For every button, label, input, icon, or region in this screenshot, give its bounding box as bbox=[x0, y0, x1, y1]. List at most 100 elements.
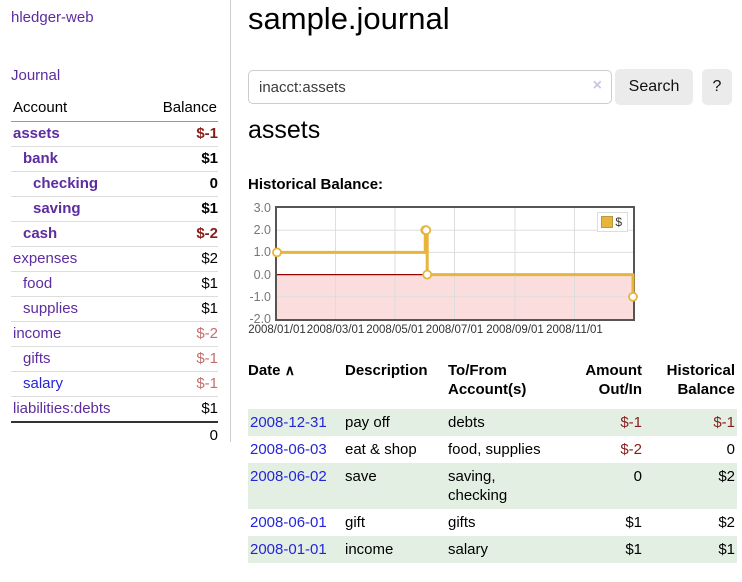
account-link[interactable]: cash bbox=[23, 225, 58, 242]
transaction-amount: $1 bbox=[558, 536, 642, 563]
account-row: gifts $-1 bbox=[11, 346, 218, 372]
transaction-accounts: salary bbox=[448, 536, 558, 563]
account-balance: $1 bbox=[142, 296, 218, 322]
account-row: checking 0 bbox=[11, 171, 218, 197]
register-row: 2008-01-01 income salary $1 $1 bbox=[248, 536, 737, 563]
transaction-balance: $2 bbox=[718, 514, 735, 531]
search-button[interactable]: Search bbox=[615, 69, 693, 105]
x-axis-tick-label: 2008/07/01 bbox=[425, 324, 484, 336]
sort-ascending-icon: ∧ bbox=[284, 362, 295, 378]
transaction-accounts: saving, checking bbox=[448, 463, 558, 509]
transaction-date-link[interactable]: 2008-06-02 bbox=[250, 468, 327, 485]
y-axis-tick-label: -2.0 bbox=[249, 312, 271, 326]
search-help-button[interactable]: ? bbox=[702, 69, 732, 105]
account-link[interactable]: salary bbox=[23, 375, 64, 392]
x-axis-tick-label: 2008/01/01 bbox=[248, 324, 306, 336]
account-row: food $1 bbox=[11, 271, 218, 297]
transaction-accounts: debts bbox=[448, 409, 558, 436]
y-axis-tick-label: 0.0 bbox=[253, 267, 271, 282]
accounts-col-account: Account bbox=[11, 97, 143, 122]
search-bar: × Search ? bbox=[248, 69, 742, 105]
y-axis-tick-label: -1.0 bbox=[249, 289, 271, 304]
historical-balance-chart: 3.0 2.0 1.0 0.0 -1.0 -2.0 $ 2008/01/01 2008/03… bbox=[248, 201, 688, 341]
transaction-date-link[interactable]: 2008-06-03 bbox=[250, 441, 327, 458]
account-link[interactable]: supplies bbox=[23, 300, 79, 317]
legend-swatch-icon bbox=[601, 216, 614, 228]
account-link[interactable]: bank bbox=[23, 150, 59, 167]
account-row: bank $1 bbox=[11, 146, 218, 172]
register-row: 2008-06-02 save saving, checking 0 $2 bbox=[248, 463, 737, 509]
transaction-amount: 0 bbox=[558, 463, 642, 509]
register-row: 2008-06-03 eat & shop food, supplies $-2 0 bbox=[248, 436, 737, 463]
search-input[interactable] bbox=[248, 70, 612, 104]
x-axis-tick-label: 2008/11/01 bbox=[546, 324, 603, 336]
sidebar-item-journal[interactable]: Journal bbox=[11, 67, 61, 84]
account-link[interactable]: saving bbox=[33, 200, 81, 217]
transaction-accounts: gifts bbox=[448, 514, 476, 531]
clear-search-icon[interactable]: × bbox=[592, 77, 602, 94]
account-heading: assets bbox=[248, 116, 321, 144]
main-content: sample.journal × Search ? assets Histori… bbox=[248, 0, 742, 582]
x-axis-tick-label: 2008/05/01 bbox=[366, 324, 424, 336]
register-col-balance: Historical Balance bbox=[666, 362, 735, 398]
register-col-description: Description bbox=[345, 362, 428, 379]
account-balance: $-1 bbox=[142, 371, 218, 397]
account-row: assets $-1 bbox=[11, 122, 218, 147]
account-balance: 0 bbox=[142, 171, 218, 197]
sidebar: hledger-web Journal Account Balance asse… bbox=[0, 0, 231, 448]
accounts-header-row: Account Balance bbox=[11, 97, 218, 122]
accounts-col-balance: Balance bbox=[142, 97, 218, 122]
accounts-table: Account Balance assets $-1 bank $1 checking 0… bbox=[11, 97, 218, 448]
chart-x-axis: 2008/01/01 2008/03/01 2008/05/01 2008/07/01… bbox=[248, 324, 688, 338]
account-link[interactable]: expenses bbox=[13, 250, 78, 267]
transaction-date-link[interactable]: 2008-12-31 bbox=[250, 414, 327, 431]
app-title-link[interactable]: hledger-web bbox=[11, 9, 94, 26]
transaction-description: income bbox=[345, 536, 448, 563]
account-balance: $1 bbox=[142, 396, 218, 422]
account-link[interactable]: liabilities:debts bbox=[13, 400, 111, 417]
transaction-amount: $-2 bbox=[620, 441, 642, 458]
account-row: cash $-2 bbox=[11, 221, 218, 247]
y-axis-tick-label: 3.0 bbox=[253, 201, 271, 215]
register-row: 2008-06-01 gift gifts $1 $2 bbox=[248, 509, 737, 536]
transaction-description: save bbox=[345, 463, 448, 509]
chart-y-axis: 3.0 2.0 1.0 0.0 -1.0 -2.0 bbox=[248, 201, 271, 331]
transaction-description: pay off bbox=[345, 409, 448, 436]
search-input-wrap: × bbox=[248, 70, 612, 104]
account-balance: $1 bbox=[142, 146, 218, 172]
account-balance: $-1 bbox=[196, 125, 218, 142]
accounts-total-spacer bbox=[11, 421, 143, 448]
y-axis-tick-label: 1.0 bbox=[253, 245, 271, 260]
transaction-amount: $1 bbox=[625, 514, 642, 531]
transaction-date-link[interactable]: 2008-06-01 bbox=[250, 514, 327, 531]
page-title: sample.journal bbox=[248, 1, 450, 36]
transaction-date-link[interactable]: 2008-01-01 bbox=[250, 541, 327, 558]
account-row: expenses $2 bbox=[11, 246, 218, 272]
account-row: supplies $1 bbox=[11, 296, 218, 322]
x-axis-tick-label: 2008/09/01 bbox=[486, 324, 544, 336]
account-link[interactable]: gifts bbox=[23, 350, 51, 367]
account-link[interactable]: checking bbox=[33, 175, 99, 192]
historical-balance-label: Historical Balance: bbox=[248, 176, 384, 193]
transaction-description: gift bbox=[345, 514, 366, 531]
balance-chart-svg bbox=[272, 208, 638, 319]
account-link[interactable]: food bbox=[23, 275, 53, 292]
x-axis-tick-label: 2008/03/01 bbox=[306, 324, 365, 336]
account-row: liabilities:debts $1 bbox=[11, 396, 218, 422]
y-axis-tick-label: 2.0 bbox=[253, 223, 271, 238]
register-col-date-label: Date bbox=[248, 362, 281, 379]
register-row: 2008-12-31 pay off debts $-1 $-1 bbox=[248, 409, 737, 436]
account-balance: $-2 bbox=[142, 221, 218, 247]
transaction-balance: $-1 bbox=[642, 409, 737, 436]
account-balance: $1 bbox=[142, 196, 218, 222]
register-header-row: Date ∧ Description To/From Account(s) Am… bbox=[248, 361, 737, 409]
account-link[interactable]: assets bbox=[13, 125, 60, 142]
account-balance: $-2 bbox=[142, 321, 218, 347]
account-balance: $2 bbox=[142, 246, 218, 272]
accounts-total-value: 0 bbox=[142, 421, 218, 448]
register-table: Date ∧ Description To/From Account(s) Am… bbox=[248, 361, 737, 563]
register-table-body: 2008-12-31 pay off debts $-1 $-1 2008-06-03 ea… bbox=[248, 409, 737, 563]
account-balance: $1 bbox=[142, 271, 218, 297]
account-link[interactable]: income bbox=[13, 325, 62, 342]
register-col-date[interactable]: Date ∧ bbox=[248, 361, 345, 409]
